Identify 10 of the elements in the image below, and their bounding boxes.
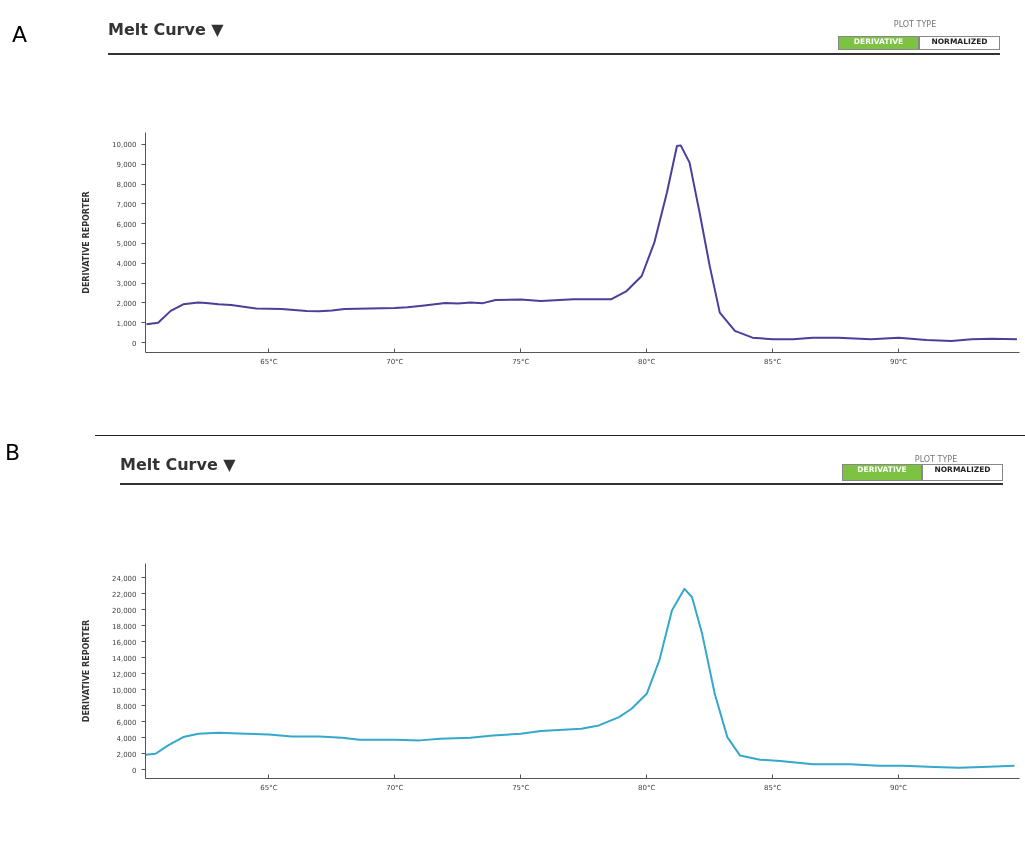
- chart-title: Melt Curve ▼: [120, 455, 236, 474]
- text: PLOT TYPE: [892, 20, 938, 29]
- chart-title: Melt Curve ▼: [108, 20, 224, 39]
- text: B: [5, 440, 21, 465]
- line-series: [145, 144, 1018, 342]
- y-axis-title: DERIVATIVE REPORTER: [82, 619, 92, 723]
- text: PLOT TYPE: [913, 455, 959, 464]
- y-axis-title: DERIVATIVE REPORTER: [82, 191, 92, 294]
- line-series: [145, 587, 1016, 769]
- text: A: [12, 22, 28, 47]
